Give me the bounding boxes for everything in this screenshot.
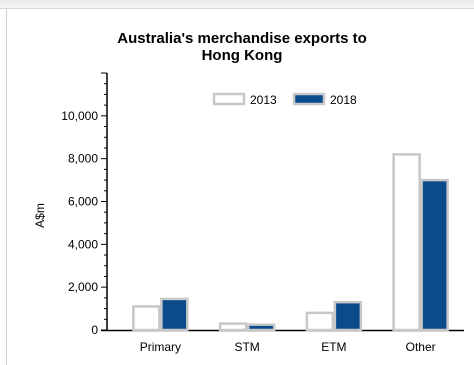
- y-tick-label: 10,000: [61, 109, 98, 123]
- y-tick-label: 6,000: [68, 195, 98, 209]
- y-axis-title: A$m: [33, 203, 47, 228]
- bar-stm-2018: [246, 323, 276, 332]
- chart-title-line-2: Hong Kong: [201, 47, 283, 64]
- legend-label-2013: 2013: [250, 93, 277, 107]
- bar-etm-2013: [305, 311, 335, 332]
- x-tick-label: Other: [406, 340, 436, 354]
- x-tick-label: STM: [234, 340, 259, 354]
- y-tick-label: 8,000: [68, 152, 98, 166]
- bars: [132, 153, 449, 332]
- x-tick-label: Primary: [140, 340, 181, 354]
- bar-other-2013: [392, 153, 421, 332]
- left-border: [6, 8, 7, 365]
- x-tick-label: ETM: [321, 340, 346, 354]
- y-tick-label: 0: [91, 323, 98, 337]
- bar-stm-2013: [218, 322, 248, 332]
- legend: 2013 2018: [212, 92, 357, 107]
- tick-labels: 0 2,000 4,000 6,000 8,000 10,000 Primary STM ETM…: [61, 109, 435, 354]
- top-border: [0, 0, 474, 9]
- bar-etm-2018: [333, 300, 363, 332]
- y-tick-label: 4,000: [68, 237, 98, 251]
- bar-primary-2013: [132, 305, 161, 332]
- bar-other-2018: [420, 178, 449, 332]
- chart-title-line-1: Australia's merchandise exports to: [117, 30, 367, 47]
- bar-primary-2018: [160, 297, 189, 332]
- chart-title: Australia's merchandise exports to Hong …: [110, 30, 374, 64]
- legend-swatch-2018: [292, 92, 326, 106]
- y-tick-label: 2,000: [68, 280, 98, 294]
- legend-swatch-2013: [212, 92, 246, 106]
- legend-label-2018: 2018: [330, 93, 357, 107]
